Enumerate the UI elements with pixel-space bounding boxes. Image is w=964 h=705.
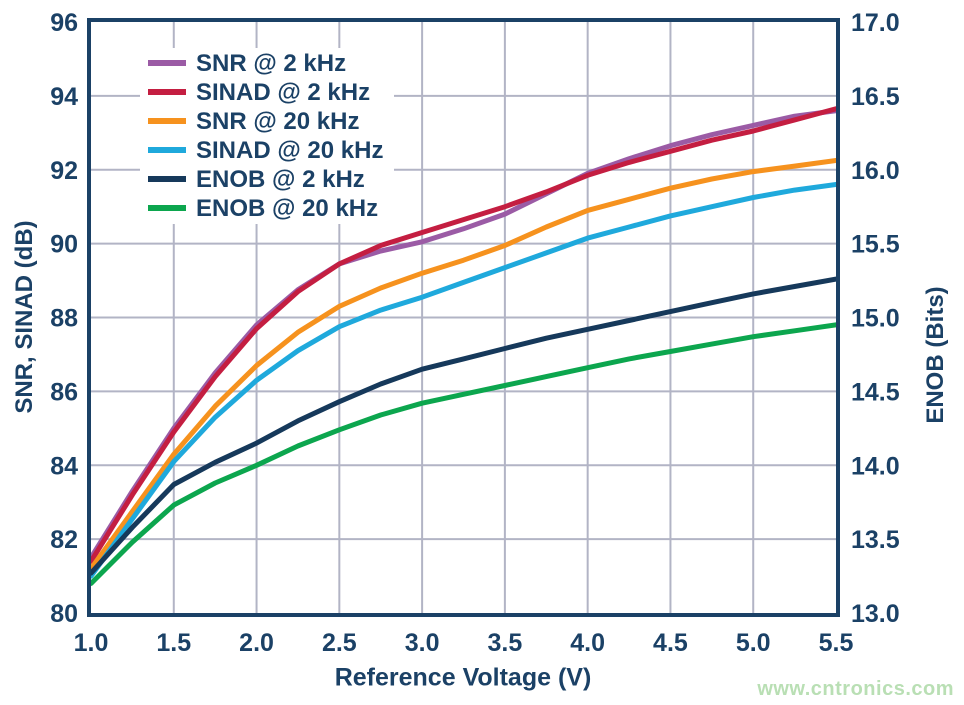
y-left-tick-label: 80 — [50, 600, 78, 628]
y-right-tick-label: 17.0 — [851, 9, 900, 37]
x-tick-label: 3.0 — [405, 629, 440, 657]
legend-entry: SNR @ 2 kHz — [148, 50, 346, 77]
y-right-tick-label: 14.0 — [851, 452, 900, 480]
y-left-tick-label: 84 — [50, 452, 78, 480]
series-line-enob-20-khz — [91, 322, 836, 586]
series-group — [91, 106, 836, 586]
legend-label: SINAD @ 2 kHz — [196, 79, 370, 106]
x-axis-title: Reference Voltage (V) — [334, 663, 592, 692]
x-tick-label: 4.5 — [653, 629, 688, 657]
x-tick-label: 2.5 — [322, 629, 357, 657]
legend-label: SINAD @ 20 kHz — [196, 137, 383, 164]
y-right-tick-label: 15.0 — [851, 305, 900, 333]
legend-entry: ENOB @ 2 kHz — [148, 166, 365, 193]
legend-label: SNR @ 20 kHz — [196, 108, 359, 135]
legend-entry: SINAD @ 20 kHz — [148, 137, 383, 164]
y-right-tick-label: 14.5 — [851, 378, 900, 406]
series-line-sinad-2-khz — [91, 106, 836, 564]
y-left-tick-label: 86 — [50, 378, 78, 406]
watermark: www.cntronics.com — [757, 678, 954, 700]
y-right-tick-label: 15.5 — [851, 231, 900, 259]
legend-entry: SINAD @ 2 kHz — [148, 79, 370, 106]
legend-entry: SNR @ 20 kHz — [148, 108, 359, 135]
legend-background — [140, 48, 394, 224]
y-right-tick-label: 13.0 — [851, 600, 900, 628]
y-right-tick-label: 16.5 — [851, 83, 900, 111]
y-left-tick-label: 96 — [50, 9, 78, 37]
y-left-tick-label: 90 — [50, 231, 78, 259]
y-left-tick-label: 82 — [50, 526, 78, 554]
y-left-tick-label: 92 — [50, 157, 78, 185]
x-tick-label: 1.0 — [74, 629, 109, 657]
series-line-enob-2-khz — [91, 276, 836, 576]
y-right-tick-label: 13.5 — [851, 526, 900, 554]
y-left-axis-title: SNR, SINAD (dB) — [11, 220, 38, 414]
x-tick-label: 3.5 — [488, 629, 523, 657]
x-tick-label: 5.0 — [736, 629, 771, 657]
x-tick-label: 5.5 — [819, 629, 854, 657]
x-tick-label: 4.0 — [570, 629, 605, 657]
plot-border — [87, 18, 840, 617]
legend-label: SNR @ 2 kHz — [196, 50, 346, 77]
series-line-sinad-20-khz — [91, 182, 836, 579]
legend-label: ENOB @ 20 kHz — [196, 195, 378, 222]
legend-entry: ENOB @ 20 kHz — [148, 195, 378, 222]
x-tick-label: 1.5 — [156, 629, 191, 657]
y-left-tick-label: 88 — [50, 305, 78, 333]
x-tick-label: 2.0 — [239, 629, 274, 657]
y-right-axis-title: ENOB (Bits) — [922, 286, 949, 424]
y-left-tick-label: 94 — [50, 83, 78, 111]
y-right-tick-label: 16.0 — [851, 157, 900, 185]
legend-label: ENOB @ 2 kHz — [196, 166, 365, 193]
series-line-snr-20-khz — [91, 158, 836, 572]
